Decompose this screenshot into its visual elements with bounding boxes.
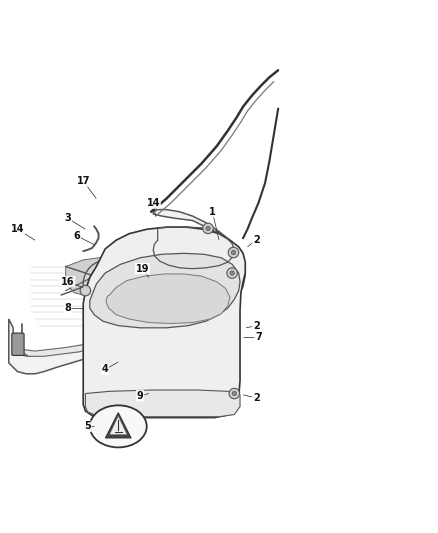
Text: 3: 3: [64, 213, 71, 223]
Text: 1: 1: [209, 207, 216, 217]
Circle shape: [230, 271, 234, 275]
Circle shape: [227, 268, 237, 278]
Circle shape: [228, 247, 239, 258]
Polygon shape: [90, 253, 240, 328]
Polygon shape: [110, 416, 127, 434]
Text: 2: 2: [253, 321, 260, 330]
Text: 9: 9: [137, 391, 144, 401]
FancyBboxPatch shape: [12, 333, 24, 356]
Text: 14: 14: [147, 198, 160, 208]
Text: 7: 7: [255, 332, 262, 342]
Text: 2: 2: [253, 235, 260, 245]
Polygon shape: [22, 231, 237, 356]
Circle shape: [91, 268, 124, 301]
Text: 16: 16: [61, 277, 74, 287]
FancyBboxPatch shape: [119, 353, 136, 365]
Ellipse shape: [90, 405, 147, 447]
Text: 6: 6: [73, 231, 80, 241]
Circle shape: [232, 391, 237, 395]
Circle shape: [203, 223, 213, 233]
Circle shape: [80, 285, 91, 296]
Circle shape: [229, 388, 240, 399]
Polygon shape: [83, 227, 245, 418]
Circle shape: [231, 251, 236, 255]
Text: 4: 4: [102, 365, 109, 374]
Text: 2: 2: [253, 393, 260, 403]
Polygon shape: [66, 257, 193, 300]
Circle shape: [83, 260, 131, 308]
Text: 17: 17: [77, 176, 90, 186]
Polygon shape: [106, 413, 131, 438]
Polygon shape: [85, 390, 240, 417]
Polygon shape: [9, 209, 245, 374]
Text: 14: 14: [11, 224, 24, 235]
Text: 19: 19: [136, 264, 149, 273]
Circle shape: [99, 276, 115, 292]
Circle shape: [206, 226, 210, 231]
Text: 8: 8: [64, 303, 71, 313]
Text: 5: 5: [84, 422, 91, 431]
Polygon shape: [106, 274, 230, 324]
FancyBboxPatch shape: [198, 229, 212, 240]
FancyBboxPatch shape: [148, 390, 169, 403]
